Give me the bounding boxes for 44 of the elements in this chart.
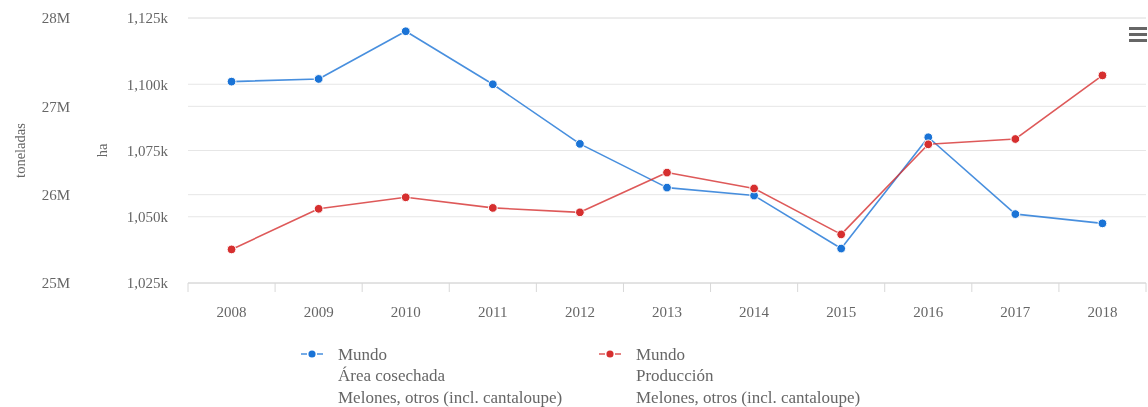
y-tick-label: 1,100k [126,76,169,93]
x-tick-label: 2017 [1000,304,1031,321]
point [1010,134,1021,144]
x-tick-label: 2016 [913,304,944,321]
point [662,167,672,178]
y-tick-label: 1,025k [126,275,169,292]
point [400,192,411,203]
x-tick-label: 2013 [652,304,682,321]
x-tick-label: 2012 [564,304,595,321]
point [575,139,585,149]
point [1010,209,1021,219]
point [400,26,411,37]
x-tick-label: 2010 [390,304,421,321]
point [575,207,585,218]
x-tick-label: 2015 [826,304,857,321]
x-tick-label: 2008 [216,304,247,321]
point [662,182,672,193]
point [313,74,324,84]
x-tick-label: 2009 [303,304,334,321]
legend-label: Mundo Producción Melones, otros (incl. cantaloupe) [636,344,861,407]
y-tick-label: 1,075k [126,142,169,159]
point [226,76,237,87]
y2-tick-label: 27M [41,98,70,115]
y2-tick-label: 26M [41,186,70,203]
point [313,203,324,214]
y2-axis-title: toneladas [12,122,29,178]
point [487,79,498,90]
y-tick-label: 1,050k [126,209,169,225]
point [836,229,847,240]
y-tick-label: 1,125k [126,10,169,27]
x-tick-label: 2011 [478,304,508,321]
point [1097,218,1108,229]
point [836,243,847,254]
y2-tick-label: 25M [41,275,70,292]
x-tick-label: 2014 [739,304,770,321]
point [226,244,237,255]
x-tick-label: 2018 [1087,304,1118,321]
point [1097,70,1108,81]
point [749,183,759,194]
legend-label: Mundo Área cosechada Melones, otros (incl. cantaloupe) [338,344,563,407]
y2-tick-label: 28M [41,10,70,27]
y-axis-title: ha [94,143,111,158]
point [923,139,934,150]
point [487,203,498,213]
